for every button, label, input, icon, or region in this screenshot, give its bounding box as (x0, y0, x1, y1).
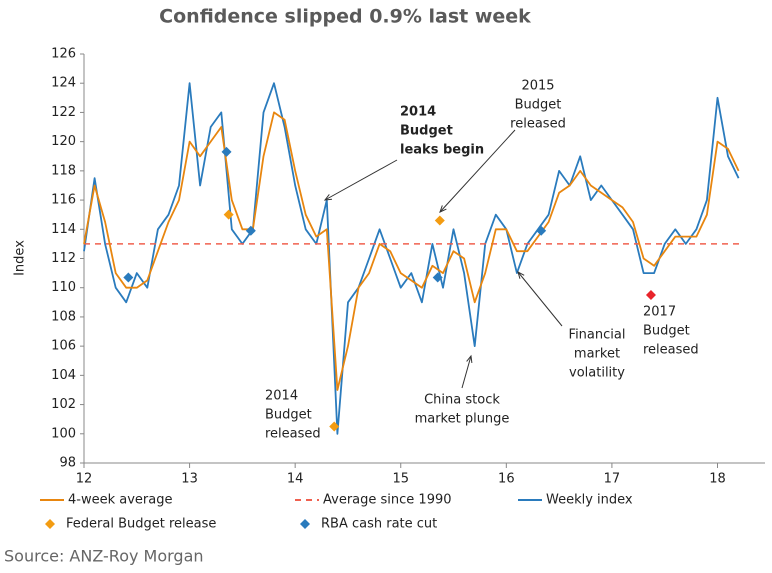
arrow-head (439, 205, 447, 213)
annotation: 2015 (521, 79, 554, 94)
annotation: Budget (515, 98, 562, 113)
annotation: released (643, 343, 699, 358)
annotation-arrow (517, 271, 563, 327)
annotation: released (510, 117, 566, 132)
annotation: 2017 (643, 305, 676, 320)
line-series (83, 82, 740, 435)
marker (245, 225, 256, 236)
marker (329, 421, 340, 432)
y-tick-label: 110 (51, 280, 76, 295)
annotation: Budget (265, 408, 312, 423)
annotation: released (265, 427, 321, 442)
annotation: Financial (569, 328, 626, 343)
annotation-arrow (324, 159, 398, 201)
legend-label: Average since 1990 (323, 493, 452, 508)
marker (536, 225, 547, 236)
legend-label: 4-week average (68, 493, 172, 508)
y-tick-label: 108 (51, 309, 76, 324)
annotation: market plunge (415, 412, 510, 427)
x-tick-label: 17 (604, 472, 621, 487)
annotation: 2014 (265, 389, 298, 404)
x-tick-label: 18 (709, 472, 726, 487)
y-tick-label: 118 (51, 163, 76, 178)
marker (434, 215, 445, 226)
annotation: China stock (424, 393, 500, 408)
y-tick-label: 102 (51, 397, 76, 412)
y-tick-label: 114 (51, 222, 76, 237)
x-tick-label: 16 (498, 472, 515, 487)
y-tick-label: 124 (51, 76, 76, 91)
legend-marker (300, 519, 310, 529)
chart-title: Confidence slipped 0.9% last week (159, 6, 531, 28)
x-tick-label: 14 (287, 472, 304, 487)
marker (223, 209, 234, 220)
annotation: Budget (400, 124, 453, 139)
legend-label: Federal Budget release (66, 517, 216, 532)
annotation-arrow (461, 355, 472, 389)
annotation: volatility (569, 366, 625, 381)
y-tick-label: 100 (51, 426, 76, 441)
annotation: 2014 (400, 105, 436, 120)
y-axis-label: Index (13, 240, 28, 276)
legend-label: RBA cash rate cut (321, 517, 437, 532)
marker (123, 272, 134, 283)
y-tick-label: 104 (51, 368, 76, 383)
annotation: leaks begin (400, 143, 484, 158)
marker (221, 146, 232, 157)
marker (432, 272, 443, 283)
marker (645, 290, 656, 301)
annotation-arrow (439, 129, 516, 213)
source: Source: ANZ-Roy Morgan (4, 547, 204, 566)
annotation: market (574, 347, 620, 362)
y-tick-label: 106 (51, 339, 76, 354)
y-tick-label: 126 (51, 47, 76, 62)
x-tick-label: 15 (392, 472, 409, 487)
y-tick-label: 112 (51, 251, 76, 266)
x-tick-label: 12 (76, 472, 93, 487)
arrow-head (323, 194, 333, 201)
y-tick-label: 116 (51, 193, 76, 208)
arrow-head (517, 271, 525, 279)
annotation: Budget (643, 324, 690, 339)
arrow-head (466, 354, 473, 364)
legend-marker (45, 519, 55, 529)
legend-label: Weekly index (546, 493, 633, 508)
y-tick-label: 98 (59, 456, 76, 471)
y-tick-label: 122 (51, 105, 76, 120)
line-series (83, 111, 740, 391)
y-tick-label: 120 (51, 134, 76, 149)
x-tick-label: 13 (181, 472, 198, 487)
